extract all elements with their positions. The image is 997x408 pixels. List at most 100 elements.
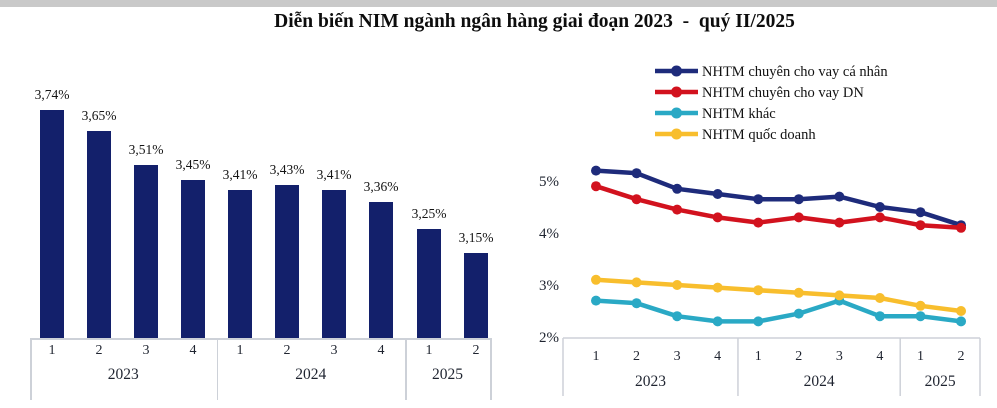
x-axis-line <box>30 338 490 340</box>
bar-value-label: 3,74% <box>34 86 70 102</box>
data-point <box>712 316 723 327</box>
x-tick-label: 2 <box>283 343 291 358</box>
legend-item: NHTM chuyên cho vay cá nhân <box>655 64 888 80</box>
data-point <box>793 287 804 298</box>
data-point <box>834 217 845 228</box>
year-label: 2025 <box>432 366 463 383</box>
legend-label: NHTM chuyên cho vay cá nhân <box>702 64 888 80</box>
x-tick-label: 4 <box>876 349 883 364</box>
bar <box>40 109 64 338</box>
data-point <box>591 181 601 192</box>
line-series-3 <box>593 277 964 314</box>
y-tick-label: 4% <box>539 226 559 242</box>
legend-label: NHTM quốc doanh <box>702 127 816 143</box>
data-point <box>793 308 804 319</box>
legend-item: NHTM khác <box>655 106 776 122</box>
data-point <box>753 194 764 205</box>
x-tick-label: 3 <box>836 349 843 364</box>
legend-label: NHTM khác <box>702 106 776 122</box>
data-point <box>874 293 885 303</box>
data-point <box>753 316 764 327</box>
year-label: 2024 <box>804 373 835 390</box>
bar <box>134 165 158 338</box>
legend-marker-dot <box>671 65 682 77</box>
x-tick-label: 1 <box>48 343 56 358</box>
x-tick-label: 2 <box>633 349 640 364</box>
bar-value-label: 3,41% <box>222 166 258 182</box>
data-point <box>874 212 885 223</box>
x-tick-label: 4 <box>189 343 197 358</box>
x-tick-label: 3 <box>330 343 338 358</box>
year-separator <box>30 338 32 400</box>
year-separator <box>490 338 492 400</box>
bar <box>369 201 393 338</box>
legend-label: NHTM chuyên cho vay DN <box>702 85 864 101</box>
data-point <box>591 165 601 176</box>
data-point <box>753 285 764 296</box>
bar <box>275 184 299 338</box>
x-tick-label: 1 <box>236 343 244 358</box>
data-point <box>591 295 601 306</box>
bar-value-label: 3,36% <box>363 178 399 194</box>
data-point <box>793 194 804 205</box>
data-point <box>834 191 845 202</box>
data-point <box>631 194 642 205</box>
legend-item: NHTM quốc doanh <box>655 127 816 143</box>
bar <box>228 189 252 338</box>
data-point <box>712 282 723 293</box>
year-separator <box>405 338 407 400</box>
year-label: 2024 <box>295 366 327 383</box>
legend-marker-dot <box>671 107 682 119</box>
data-point <box>915 300 926 311</box>
data-point <box>915 220 926 231</box>
x-tick-label: 1 <box>755 349 762 364</box>
legend-marker-dot <box>671 128 682 140</box>
line-series-2 <box>593 298 964 324</box>
bar-value-label: 3,15% <box>458 229 494 245</box>
data-point <box>915 207 926 218</box>
data-point <box>631 298 642 309</box>
data-point <box>672 204 683 215</box>
data-point <box>631 168 642 179</box>
year-separator <box>216 338 218 400</box>
data-point <box>915 311 926 322</box>
x-tick-label: 1 <box>425 343 433 358</box>
bar-value-label: 3,65% <box>81 108 117 124</box>
x-tick-label: 2 <box>472 343 480 358</box>
bar-value-label: 3,43% <box>269 161 305 177</box>
x-tick-label: 4 <box>714 349 721 364</box>
x-tick-label: 2 <box>95 343 103 358</box>
x-tick-label: 3 <box>674 349 681 364</box>
data-point <box>591 274 601 285</box>
data-point <box>834 290 845 301</box>
data-point <box>753 217 764 228</box>
data-point <box>956 306 967 316</box>
bar <box>181 180 205 338</box>
bar-value-label: 3,25% <box>411 205 447 221</box>
data-point <box>712 189 723 199</box>
bar <box>417 228 441 338</box>
data-point <box>874 202 885 212</box>
data-point <box>672 311 683 322</box>
x-tick-label: 1 <box>917 349 924 364</box>
top-strip <box>0 0 997 7</box>
bar-value-label: 3,45% <box>175 157 211 173</box>
legend-item: NHTM chuyên cho vay DN <box>655 85 864 101</box>
year-label: 2023 <box>107 366 139 383</box>
data-point <box>631 277 642 288</box>
bar <box>322 189 346 338</box>
data-point <box>956 316 967 327</box>
y-tick-label: 3% <box>539 278 559 294</box>
x-tick-label: 3 <box>142 343 150 358</box>
bar <box>87 131 111 338</box>
year-label: 2025 <box>925 373 956 390</box>
bar-value-label: 3,41% <box>316 166 352 182</box>
legend-marker-dot <box>671 86 682 98</box>
y-tick-label: 2% <box>539 330 559 346</box>
line-series-0 <box>593 168 964 228</box>
bar-value-label: 3,51% <box>128 142 164 158</box>
data-point <box>672 280 683 290</box>
x-tick-label: 2 <box>795 349 802 364</box>
